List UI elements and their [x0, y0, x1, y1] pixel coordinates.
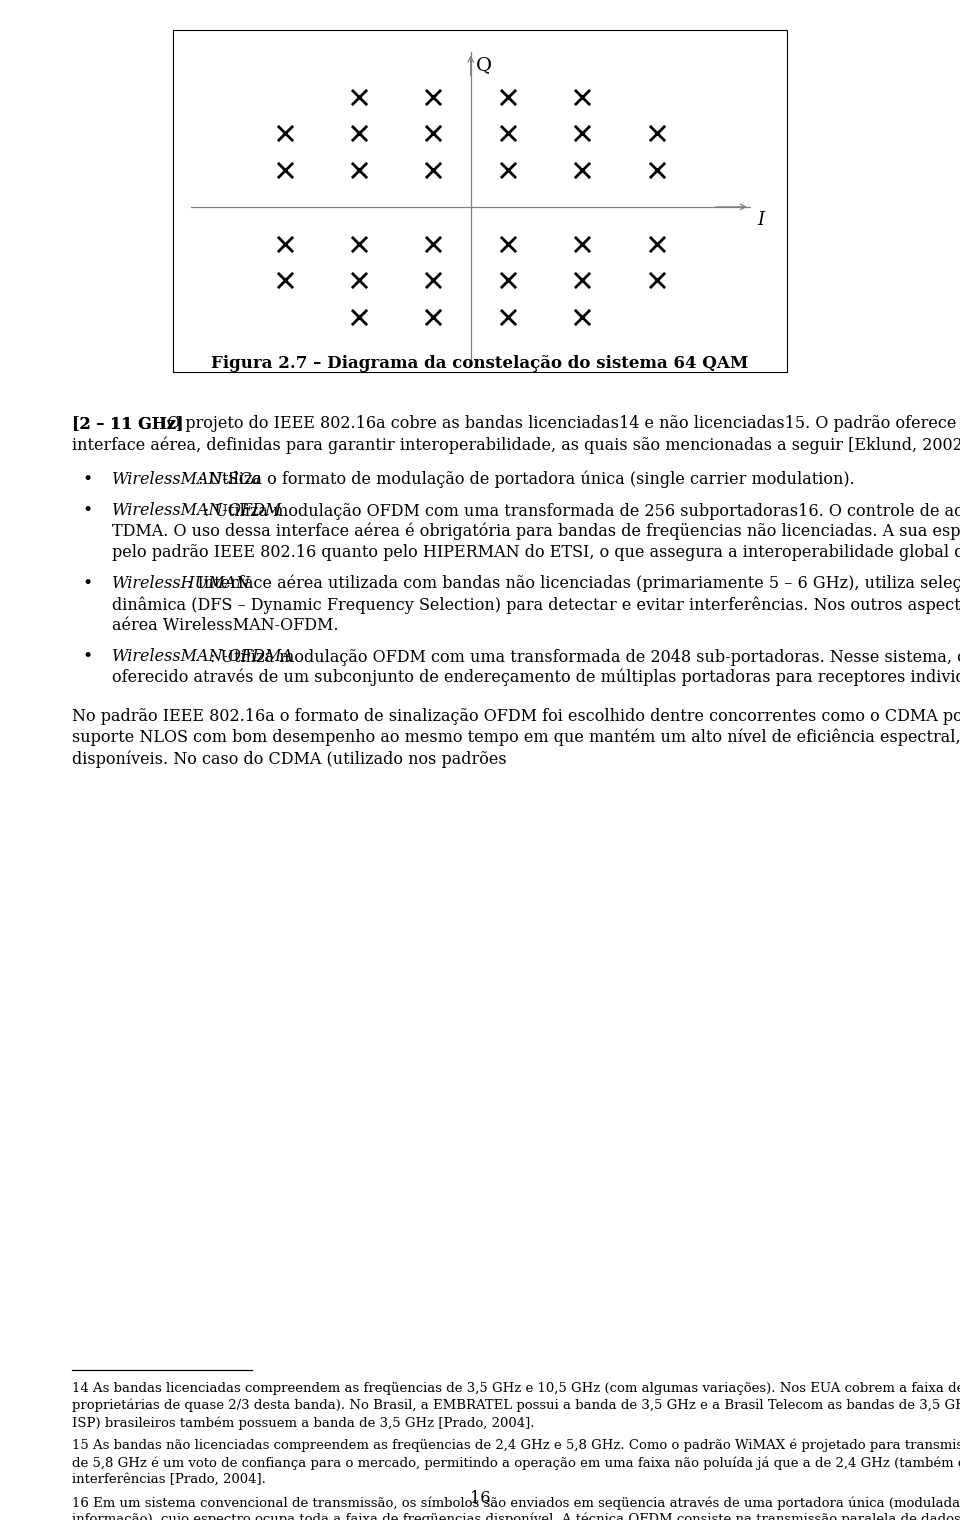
Text: interferências [Prado, 2004].: interferências [Prado, 2004]. [72, 1473, 266, 1487]
Point [500, 158, 516, 182]
Point [426, 306, 442, 330]
Bar [173, 30, 787, 372]
Point [426, 158, 442, 182]
Point [351, 231, 367, 255]
Point [426, 85, 442, 109]
Text: disponíveis. No caso do CDMA (utilizado nos padrões: disponíveis. No caso do CDMA (utilizado … [72, 749, 507, 768]
Point [500, 231, 516, 255]
Point [276, 122, 292, 146]
Point [426, 231, 442, 255]
Text: 16: 16 [469, 1490, 491, 1506]
Text: •: • [82, 575, 92, 591]
Point [575, 158, 590, 182]
Text: proprietárias de quase 2/3 desta banda). No Brasil, a EMBRATEL possui a banda de: proprietárias de quase 2/3 desta banda).… [72, 1398, 960, 1412]
Point [351, 306, 367, 330]
Point [575, 85, 590, 109]
Text: dinâmica (DFS – Dynamic Frequency Selection) para detectar e evitar interferênci: dinâmica (DFS – Dynamic Frequency Select… [112, 596, 960, 614]
Text: O projeto do IEEE 802.16a cobre as bandas licenciadas14 e não licenciadas15. O p: O projeto do IEEE 802.16a cobre as banda… [162, 415, 960, 432]
Text: : Utiliza modulação OFDM com uma transformada de 256 subportadoras16. O controle: : Utiliza modulação OFDM com uma transfo… [204, 502, 960, 520]
Text: 16 Em um sistema convencional de transmissão, os símbolos são enviados em seqüen: 16 Em um sistema convencional de transmi… [72, 1496, 960, 1509]
Point [575, 231, 590, 255]
Point [575, 122, 590, 146]
Text: [2 – 11 GHz]: [2 – 11 GHz] [72, 415, 183, 432]
Text: I: I [757, 211, 764, 228]
Point [426, 269, 442, 293]
Text: informação), cujo espectro ocupa toda a faixa de freqüencias disponível. A técni: informação), cujo espectro ocupa toda a … [72, 1512, 960, 1520]
Text: interface aérea, definidas para garantir interoperabilidade, as quais são mencio: interface aérea, definidas para garantir… [72, 436, 960, 453]
Text: ISP) brasileiros também possuem a banda de 3,5 GHz [Prado, 2004].: ISP) brasileiros também possuem a banda … [72, 1417, 535, 1429]
Point [276, 158, 292, 182]
Point [351, 85, 367, 109]
Text: •: • [82, 471, 92, 488]
Text: WirelessMAN-OFDM: WirelessMAN-OFDM [112, 502, 282, 518]
Point [649, 269, 664, 293]
Point [351, 122, 367, 146]
Point [276, 269, 292, 293]
Point [649, 122, 664, 146]
Point [500, 269, 516, 293]
Text: suporte NLOS com bom desempenho ao mesmo tempo em que mantém um alto nível de ef: suporte NLOS com bom desempenho ao mesmo… [72, 730, 960, 746]
Point [649, 158, 664, 182]
Point [500, 122, 516, 146]
Text: WirelessMAN-SCa: WirelessMAN-SCa [112, 471, 262, 488]
Text: •: • [82, 648, 92, 666]
Text: de 5,8 GHz é um voto de confiança para o mercado, permitindo a operação em uma f: de 5,8 GHz é um voto de confiança para o… [72, 1456, 960, 1470]
Text: No padrão IEEE 802.16a o formato de sinalização OFDM foi escolhido dentre concor: No padrão IEEE 802.16a o formato de sina… [72, 708, 960, 725]
Text: : Interface aérea utilizada com bandas não licenciadas (primariamente 5 – 6 GHz): : Interface aérea utilizada com bandas n… [187, 575, 960, 593]
Point [649, 231, 664, 255]
Point [426, 122, 442, 146]
Text: aérea WirelessMAN-OFDM.: aérea WirelessMAN-OFDM. [112, 617, 339, 634]
Text: WirelessMAN-OFDMA: WirelessMAN-OFDMA [112, 648, 294, 666]
Point [276, 231, 292, 255]
Point [575, 269, 590, 293]
Text: Q: Q [476, 56, 492, 74]
Text: pelo padrão IEEE 802.16 quanto pelo HIPERMAN do ETSI, o que assegura a interoper: pelo padrão IEEE 802.16 quanto pelo HIPE… [112, 544, 960, 561]
Point [351, 269, 367, 293]
Text: •: • [82, 502, 92, 518]
Point [351, 158, 367, 182]
Point [575, 306, 590, 330]
Text: oferecido através de um subconjunto de endereçamento de múltiplas portadoras par: oferecido através de um subconjunto de e… [112, 669, 960, 687]
Point [500, 85, 516, 109]
Point [500, 306, 516, 330]
Text: [2 – 11 GHz]: [2 – 11 GHz] [72, 415, 183, 432]
Text: : Utiliza modulação OFDM com uma transformada de 2048 sub-portadoras. Nesse sist: : Utiliza modulação OFDM com uma transfo… [209, 648, 960, 666]
Text: 14 As bandas licenciadas compreendem as freqüencias de 3,5 GHz e 10,5 GHz (com a: 14 As bandas licenciadas compreendem as … [72, 1382, 960, 1395]
Text: : Utiliza o formato de modulação de portadora única (single carrier modulation).: : Utiliza o formato de modulação de port… [199, 471, 855, 488]
Text: TDMA. O uso dessa interface aérea é obrigatória para bandas de freqüencias não l: TDMA. O uso dessa interface aérea é obri… [112, 523, 960, 541]
Text: 15 As bandas não licenciadas compreendem as freqüencias de 2,4 GHz e 5,8 GHz. Co: 15 As bandas não licenciadas compreendem… [72, 1439, 960, 1453]
Text: Figura 2.7 – Diagrama da constelação do sistema 64 QAM: Figura 2.7 – Diagrama da constelação do … [211, 356, 749, 372]
Text: WirelessHUMAN: WirelessHUMAN [112, 575, 251, 591]
